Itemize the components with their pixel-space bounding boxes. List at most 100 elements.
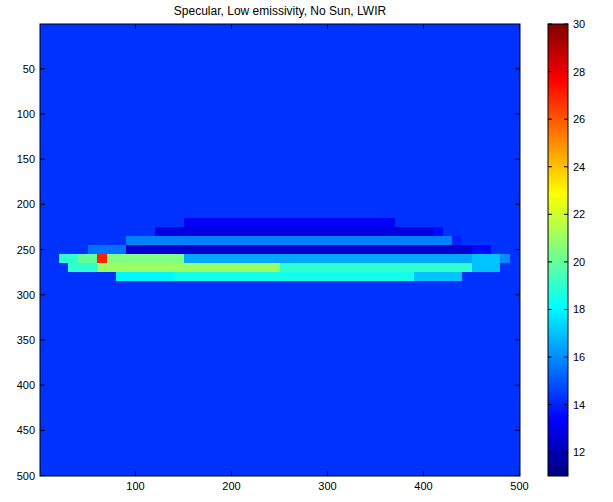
heat-cell bbox=[404, 24, 414, 219]
heat-cell bbox=[452, 236, 462, 246]
heat-cell bbox=[462, 227, 472, 237]
heat-cell bbox=[328, 24, 338, 219]
y-tick-label: 400 bbox=[17, 379, 35, 391]
heat-cell bbox=[328, 254, 338, 264]
y-tick bbox=[515, 68, 520, 69]
heat-cell bbox=[145, 218, 155, 228]
heat-cell bbox=[481, 245, 491, 255]
heat-cell bbox=[452, 245, 462, 255]
heat-cell bbox=[174, 263, 184, 273]
heat-cell bbox=[347, 281, 357, 476]
heat-cell bbox=[260, 281, 270, 476]
heat-cell bbox=[433, 281, 443, 476]
heat-cell bbox=[212, 227, 222, 237]
heat-cell bbox=[107, 254, 117, 264]
heat-cell bbox=[251, 263, 261, 273]
heat-cell bbox=[318, 24, 328, 219]
heat-cell bbox=[232, 227, 242, 237]
heat-cell bbox=[116, 227, 126, 237]
x-tick-label: 500 bbox=[510, 480, 528, 492]
heat-cell bbox=[232, 218, 242, 228]
colorbar-tick-label: 28 bbox=[573, 66, 585, 78]
heat-cell bbox=[251, 272, 261, 282]
heat-cell bbox=[366, 236, 376, 246]
heat-cell bbox=[78, 254, 88, 264]
heat-cell bbox=[40, 227, 50, 237]
heat-cell bbox=[97, 227, 107, 237]
y-tick-label: 450 bbox=[17, 424, 35, 436]
heat-cell bbox=[289, 272, 299, 282]
heat-cell bbox=[97, 236, 107, 246]
heat-cell bbox=[433, 245, 443, 255]
x-tick bbox=[327, 471, 328, 476]
heat-cell bbox=[289, 227, 299, 237]
heat-cell bbox=[107, 281, 117, 476]
colorbar-tick-label: 20 bbox=[573, 256, 585, 268]
heat-cell bbox=[59, 245, 69, 255]
heat-cell bbox=[289, 218, 299, 228]
heat-cell bbox=[184, 254, 194, 264]
heat-cell bbox=[78, 236, 88, 246]
heat-cell bbox=[299, 24, 309, 219]
heat-cell bbox=[78, 24, 88, 219]
heat-cell bbox=[452, 24, 462, 219]
heat-cell bbox=[424, 254, 434, 264]
heat-cell bbox=[424, 24, 434, 219]
heat-cell bbox=[404, 272, 414, 282]
heat-cell bbox=[68, 254, 78, 264]
heat-cell bbox=[184, 24, 194, 219]
heat-cell bbox=[40, 24, 50, 219]
x-tick bbox=[423, 24, 424, 29]
heat-cell bbox=[107, 218, 117, 228]
colorbar-tick bbox=[564, 452, 568, 453]
heat-cell bbox=[241, 24, 251, 219]
heat-cell bbox=[126, 272, 136, 282]
heat-cell bbox=[433, 218, 443, 228]
heat-cell bbox=[472, 227, 482, 237]
heat-cell bbox=[376, 218, 386, 228]
heat-cell bbox=[433, 272, 443, 282]
colorbar-tick bbox=[548, 166, 552, 167]
heat-cell bbox=[452, 281, 462, 476]
heat-cell bbox=[164, 24, 174, 219]
heat-cell bbox=[404, 236, 414, 246]
y-tick bbox=[515, 249, 520, 250]
heat-cell bbox=[347, 254, 357, 264]
heat-cell bbox=[443, 236, 453, 246]
colorbar-tick-label: 30 bbox=[573, 18, 585, 30]
heat-cell bbox=[308, 263, 318, 273]
heat-cell bbox=[251, 236, 261, 246]
heat-cell bbox=[376, 281, 386, 476]
heat-cell bbox=[193, 227, 203, 237]
heat-cell bbox=[328, 218, 338, 228]
heat-cell bbox=[491, 218, 501, 228]
heat-cell bbox=[40, 272, 50, 282]
colorbar-tick bbox=[548, 452, 552, 453]
colorbar-tick-label: 24 bbox=[573, 161, 585, 173]
heat-cell bbox=[424, 236, 434, 246]
heat-cell bbox=[174, 227, 184, 237]
heat-cell bbox=[328, 236, 338, 246]
heat-cell bbox=[78, 272, 88, 282]
heat-cell bbox=[510, 263, 520, 273]
colorbar-tick bbox=[564, 357, 568, 358]
heat-cell bbox=[510, 272, 520, 282]
heat-cell bbox=[385, 24, 395, 219]
colorbar-tick-label: 16 bbox=[573, 351, 585, 363]
heat-cell bbox=[328, 281, 338, 476]
heat-cell bbox=[308, 281, 318, 476]
heat-cell bbox=[68, 281, 78, 476]
heat-cell bbox=[97, 24, 107, 219]
heat-cell bbox=[68, 263, 78, 273]
heat-cell bbox=[88, 236, 98, 246]
heat-cell bbox=[289, 281, 299, 476]
heat-cell bbox=[385, 245, 395, 255]
heat-cell bbox=[414, 272, 424, 282]
heat-cell bbox=[491, 281, 501, 476]
heat-cell bbox=[136, 281, 146, 476]
heat-cell bbox=[385, 236, 395, 246]
heat-cell bbox=[299, 263, 309, 273]
x-tick bbox=[519, 24, 520, 29]
heat-cell bbox=[59, 281, 69, 476]
heat-cell bbox=[40, 254, 50, 264]
